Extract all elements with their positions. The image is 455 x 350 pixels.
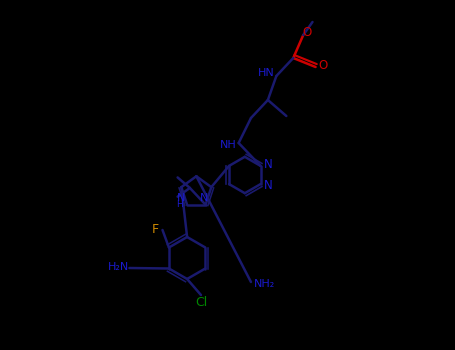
Text: NH: NH: [220, 140, 237, 150]
Text: H₂N: H₂N: [107, 262, 129, 272]
Text: HN: HN: [258, 68, 275, 78]
Text: NH₂: NH₂: [253, 279, 275, 289]
Text: Cl: Cl: [196, 296, 208, 309]
Text: N: N: [264, 179, 273, 193]
Text: H: H: [176, 200, 183, 209]
Text: O: O: [302, 26, 311, 39]
Text: O: O: [318, 60, 327, 72]
Text: N: N: [177, 194, 185, 203]
Text: N: N: [264, 158, 273, 171]
Text: N: N: [200, 193, 208, 203]
Text: F: F: [152, 223, 159, 236]
